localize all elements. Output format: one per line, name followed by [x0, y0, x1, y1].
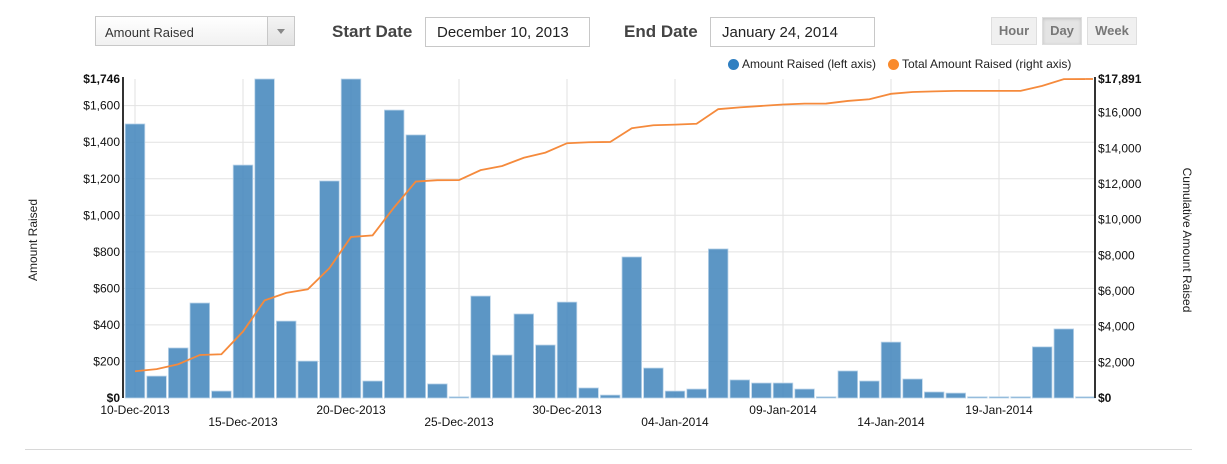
bar [945, 392, 967, 399]
bar [189, 302, 211, 399]
bar [297, 360, 319, 399]
left-tick-label: $1,600 [83, 99, 120, 113]
x-tick-label: 09-Jan-2014 [749, 403, 817, 417]
bar [1053, 328, 1075, 399]
bar [708, 248, 729, 399]
metric-select[interactable]: Amount Raised [95, 16, 295, 46]
left-tick-label: $600 [93, 281, 120, 295]
legend-item-amount-raised[interactable]: Amount Raised (left axis) [728, 57, 876, 71]
end-date-input[interactable]: January 24, 2014 [710, 17, 875, 47]
bar [1075, 396, 1096, 399]
bar [232, 164, 254, 399]
bar [967, 396, 988, 399]
bar [275, 320, 297, 399]
bar-series [124, 78, 1096, 399]
bar [491, 354, 513, 399]
x-tick-label: 04-Jan-2014 [641, 415, 709, 429]
x-tick-label: 15-Dec-2013 [208, 415, 278, 429]
bar [124, 123, 146, 399]
bar [837, 370, 859, 399]
bar [448, 396, 470, 399]
bar [254, 78, 275, 399]
bar [1032, 346, 1053, 399]
bar [383, 109, 405, 399]
granularity-day-button[interactable]: Day [1042, 17, 1082, 45]
right-tick-label: $17,891 [1098, 72, 1142, 86]
right-tick-label: $4,000 [1098, 320, 1135, 334]
bar [751, 382, 772, 399]
x-tick-label: 14-Jan-2014 [857, 415, 925, 429]
bar [772, 382, 794, 399]
left-tick-label: $1,000 [83, 208, 120, 222]
legend-dot-icon [888, 58, 899, 70]
line-series [134, 78, 1093, 373]
left-tick-label: $200 [93, 354, 120, 368]
bar [427, 383, 448, 399]
x-tick-label: 30-Dec-2013 [532, 403, 602, 417]
bar [794, 388, 815, 399]
legend-item-total-amount-raised[interactable]: Total Amount Raised (right axis) [888, 57, 1071, 71]
bar [664, 390, 686, 399]
right-tick-label: $14,000 [1098, 141, 1142, 155]
x-tick-label: 19-Jan-2014 [965, 403, 1033, 417]
x-tick-label: 25-Dec-2013 [424, 415, 494, 429]
left-tick-label: $400 [93, 318, 120, 332]
divider [25, 449, 1192, 450]
bar [600, 394, 621, 399]
granularity-week-button[interactable]: Week [1087, 17, 1137, 45]
left-tick-label: $1,746 [83, 72, 120, 86]
y-axis-title: Amount Raised [26, 199, 40, 281]
x-tick-label: 10-Dec-2013 [100, 403, 170, 417]
bar [880, 341, 902, 399]
granularity-hour-button[interactable]: Hour [991, 17, 1037, 45]
metric-select-value: Amount Raised [105, 25, 194, 40]
left-tick-label: $1,400 [83, 135, 120, 149]
legend-dot-icon [728, 58, 739, 70]
right-tick-label: $10,000 [1098, 213, 1142, 227]
bar [859, 380, 880, 399]
axes: $0 $200 $400 $600 $800 $1,000 $1,200 $1,400 $1,6… [83, 72, 1141, 429]
bar [1010, 396, 1031, 399]
bar [470, 295, 491, 399]
y2-axis-title: Cumulative Amount Raised [1180, 168, 1194, 313]
x-tick-label: 20-Dec-2013 [316, 403, 386, 417]
bar [405, 134, 427, 399]
legend-label: Total Amount Raised (right axis) [902, 57, 1072, 71]
legend-label: Amount Raised (left axis) [742, 57, 877, 71]
bar [362, 380, 383, 399]
right-tick-label: $6,000 [1098, 284, 1135, 298]
chevron-down-icon [277, 29, 285, 34]
bar [167, 347, 189, 399]
bar [211, 390, 232, 399]
right-tick-label: $12,000 [1098, 177, 1142, 191]
start-date-label: Start Date [332, 22, 413, 41]
end-date-label: End Date [624, 22, 698, 41]
bar [146, 375, 167, 399]
bar [578, 387, 599, 399]
bar [513, 313, 535, 399]
bar [902, 378, 923, 399]
bar [556, 301, 578, 399]
bar [988, 396, 1010, 399]
bar [535, 344, 556, 399]
cumulative-line [134, 78, 1086, 373]
right-tick-label: $0 [1098, 391, 1112, 405]
left-tick-label: $0 [107, 391, 121, 405]
left-tick-label: $800 [93, 245, 120, 259]
bar [816, 396, 837, 399]
right-tick-label: $16,000 [1098, 106, 1142, 120]
bar [729, 379, 751, 399]
bar [643, 367, 664, 399]
bar [621, 256, 643, 399]
bar [924, 391, 945, 399]
bar [319, 180, 340, 399]
start-date-input[interactable]: December 10, 2013 [425, 17, 590, 47]
left-tick-label: $1,200 [83, 172, 120, 186]
right-tick-label: $2,000 [1098, 355, 1135, 369]
right-tick-label: $8,000 [1098, 248, 1135, 262]
metric-select-toggle[interactable] [267, 17, 294, 45]
bar [686, 388, 707, 399]
